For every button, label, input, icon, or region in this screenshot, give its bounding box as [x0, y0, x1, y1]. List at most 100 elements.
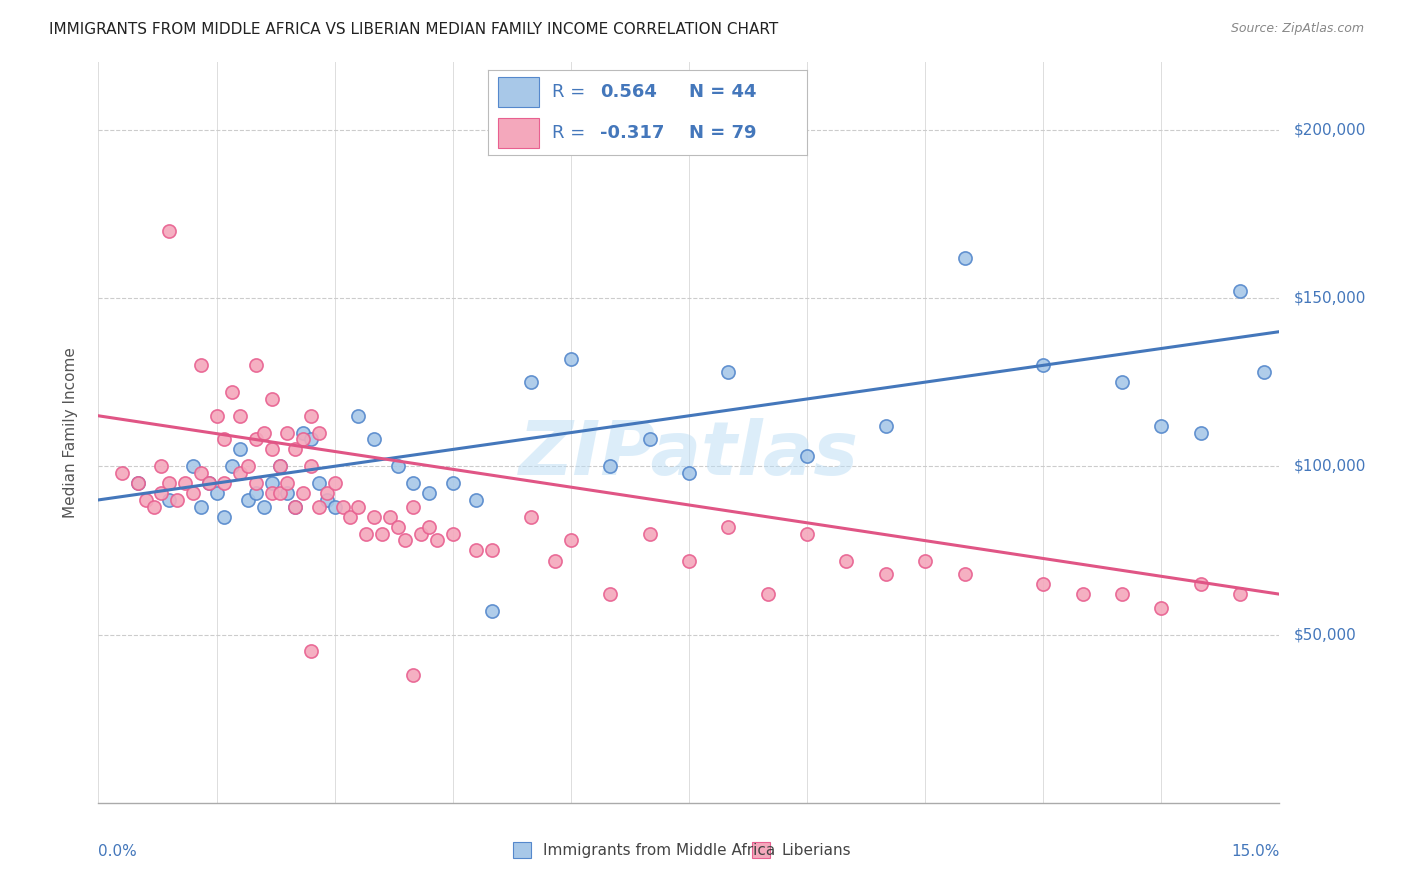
Point: [1111, 587, 1133, 601]
Point: [205, 486, 228, 500]
Point: [363, 433, 385, 447]
Point: [245, 359, 267, 373]
Point: [299, 459, 322, 474]
Point: [197, 476, 219, 491]
Point: [166, 492, 188, 507]
Point: [157, 476, 180, 491]
Point: [150, 459, 173, 474]
Point: [796, 526, 818, 541]
Point: [1071, 587, 1094, 601]
Point: [363, 509, 385, 524]
Point: [229, 466, 252, 480]
Point: [1189, 577, 1212, 591]
Point: [315, 492, 337, 507]
Point: [299, 644, 322, 658]
Y-axis label: Median Family Income: Median Family Income: [63, 347, 77, 518]
Point: [181, 486, 204, 500]
Point: [481, 604, 503, 618]
Point: [717, 520, 740, 534]
Point: [332, 500, 354, 514]
Point: [260, 392, 283, 406]
Point: [953, 566, 976, 581]
Point: [260, 476, 283, 491]
Point: [638, 433, 661, 447]
Point: [253, 425, 276, 440]
Point: [544, 553, 567, 567]
Point: [1111, 375, 1133, 389]
Point: [1229, 587, 1251, 601]
Point: [253, 500, 276, 514]
Point: [678, 466, 700, 480]
Point: [276, 476, 298, 491]
Point: [269, 459, 291, 474]
Point: [245, 476, 267, 491]
Point: [339, 509, 361, 524]
Point: [299, 433, 322, 447]
Point: [347, 409, 370, 423]
Point: [354, 526, 377, 541]
Point: [205, 409, 228, 423]
Point: [599, 459, 621, 474]
Point: [465, 492, 488, 507]
Point: [292, 425, 315, 440]
Point: [323, 500, 346, 514]
Point: [142, 500, 165, 514]
Point: [190, 359, 212, 373]
Point: [796, 449, 818, 463]
Point: [221, 459, 243, 474]
Point: [229, 442, 252, 457]
Point: [1253, 365, 1275, 379]
Point: [953, 251, 976, 265]
Point: [875, 418, 897, 433]
Point: [347, 500, 370, 514]
Point: [441, 476, 464, 491]
Point: [292, 486, 315, 500]
Point: [284, 500, 307, 514]
Point: [426, 533, 449, 548]
Point: [260, 442, 283, 457]
Point: [678, 553, 700, 567]
Point: [292, 433, 315, 447]
Point: [276, 425, 298, 440]
Point: [157, 492, 180, 507]
Point: [221, 385, 243, 400]
Point: [441, 526, 464, 541]
Point: [174, 476, 197, 491]
Point: [560, 351, 582, 366]
Point: [323, 476, 346, 491]
Text: Source: ZipAtlas.com: Source: ZipAtlas.com: [1230, 22, 1364, 36]
Point: [1189, 425, 1212, 440]
Point: [308, 476, 330, 491]
Point: [1229, 285, 1251, 299]
Point: [1150, 600, 1173, 615]
Point: [1032, 577, 1054, 591]
Point: [127, 476, 149, 491]
Point: [269, 486, 291, 500]
Point: [378, 509, 401, 524]
Point: [387, 459, 409, 474]
Point: [1032, 359, 1054, 373]
Point: [717, 365, 740, 379]
Text: IMMIGRANTS FROM MIDDLE AFRICA VS LIBERIAN MEDIAN FAMILY INCOME CORRELATION CHART: IMMIGRANTS FROM MIDDLE AFRICA VS LIBERIA…: [49, 22, 779, 37]
Point: [190, 466, 212, 480]
Point: [190, 500, 212, 514]
Text: Immigrants from Middle Africa: Immigrants from Middle Africa: [543, 843, 775, 857]
Point: [236, 459, 259, 474]
Point: [418, 520, 440, 534]
Point: [245, 486, 267, 500]
Point: [599, 587, 621, 601]
Text: $200,000: $200,000: [1294, 122, 1365, 137]
Point: [197, 476, 219, 491]
Text: $100,000: $100,000: [1294, 458, 1365, 474]
Point: [284, 442, 307, 457]
Point: [111, 466, 134, 480]
Point: [157, 224, 180, 238]
Point: [181, 459, 204, 474]
Point: [214, 476, 236, 491]
Point: [229, 409, 252, 423]
Point: [411, 526, 433, 541]
Point: [394, 533, 416, 548]
Point: [150, 486, 173, 500]
Point: [269, 459, 291, 474]
Point: [308, 425, 330, 440]
